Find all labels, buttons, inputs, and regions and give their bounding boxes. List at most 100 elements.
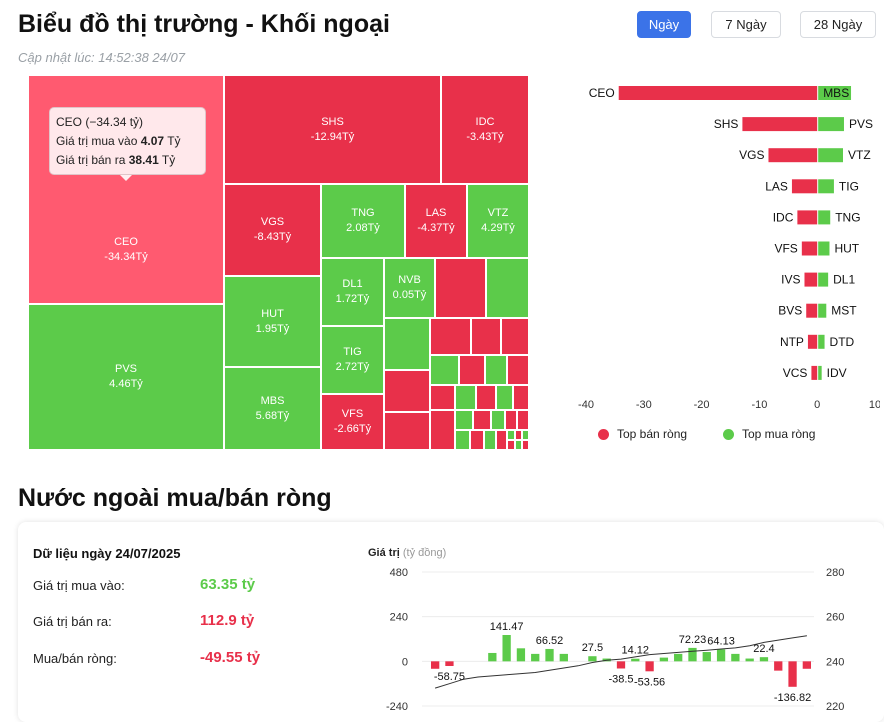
treemap-cell-nvb[interactable]: NVB 0.05Tỷ (384, 258, 435, 318)
buy-bar[interactable] (818, 117, 844, 132)
treemap-cell-vfs[interactable]: VFS -2.66Tỷ (321, 394, 384, 450)
sell-bar[interactable] (801, 241, 818, 256)
treemap-cell-pvs[interactable]: PVS 4.46Tỷ (28, 304, 224, 450)
treemap-cell-small[interactable] (491, 410, 505, 430)
treemap-cell-hut[interactable]: HUT 1.95Tỷ (224, 276, 321, 367)
treemap-cell-small[interactable] (507, 430, 515, 440)
net-bar[interactable] (688, 647, 697, 662)
treemap-cell-small[interactable] (384, 370, 430, 412)
treemap-cell-small[interactable] (455, 385, 476, 410)
treemap-cell-vgs[interactable]: VGS -8.43Tỷ (224, 184, 321, 276)
sell-bar[interactable] (807, 334, 818, 349)
legend-sell[interactable]: Top bán ròng (598, 427, 687, 441)
cell-value: 2.08Tỷ (346, 222, 380, 234)
net-bar[interactable] (659, 657, 669, 662)
net-bar[interactable] (731, 653, 740, 662)
period-7day-button[interactable]: 7 Ngày (711, 11, 781, 38)
treemap-cell-small[interactable] (513, 385, 529, 410)
buy-bar[interactable] (818, 365, 822, 380)
treemap-cell-tng[interactable]: TNG 2.08Tỷ (321, 184, 405, 258)
treemap-cell-small[interactable] (473, 410, 491, 430)
treemap-cell-small[interactable] (455, 410, 473, 430)
treemap-cell-small[interactable] (384, 318, 430, 370)
net-bar[interactable] (631, 658, 640, 662)
buy-bar[interactable] (818, 272, 829, 287)
treemap-cell-idc[interactable]: IDC -3.43Tỷ (441, 75, 529, 184)
net-bar[interactable] (588, 656, 597, 662)
treemap-cell-small[interactable] (430, 318, 471, 355)
treemap-cell-small[interactable] (430, 385, 455, 410)
net-bar[interactable] (645, 661, 654, 672)
treemap-cell-small[interactable] (430, 410, 455, 450)
net-bar[interactable] (488, 652, 497, 662)
treemap-cell-mbs[interactable]: MBS 5.68Tỷ (224, 367, 321, 450)
period-28day-button[interactable]: 28 Ngày (800, 11, 876, 38)
buy-bar[interactable] (818, 86, 852, 100)
net-bar[interactable] (616, 661, 626, 669)
legend-buy[interactable]: Top mua ròng (723, 427, 815, 441)
sell-value: 112.9 tỷ (200, 612, 255, 629)
net-bar[interactable] (516, 648, 526, 662)
net-bar[interactable] (674, 653, 683, 662)
tooltip-arrow (120, 175, 132, 181)
treemap-cell-tig[interactable]: TIG 2.72Tỷ (321, 326, 384, 394)
buy-bar[interactable] (818, 303, 827, 318)
index-line (434, 635, 807, 689)
bar-value-label: 72.23 (679, 634, 707, 646)
net-bar[interactable] (531, 653, 540, 662)
net-bar[interactable] (431, 661, 440, 669)
treemap-cell-vtz[interactable]: VTZ 4.29Tỷ (467, 184, 529, 258)
treemap-cell-small[interactable] (507, 355, 529, 385)
sell-bar[interactable] (742, 117, 818, 132)
treemap-cell-dl1[interactable]: DL1 1.72Tỷ (321, 258, 384, 326)
treemap-cell-small[interactable] (435, 258, 486, 318)
buy-bar[interactable] (818, 210, 831, 225)
buy-bar[interactable] (818, 334, 825, 349)
treemap-cell-small[interactable] (515, 440, 522, 450)
buy-bar[interactable] (818, 241, 830, 256)
sell-bar[interactable] (791, 179, 818, 194)
buy-ticker-label: MBS (823, 86, 849, 100)
net-bar[interactable] (716, 649, 726, 662)
treemap-cell-small[interactable] (522, 430, 529, 440)
sell-bar[interactable] (811, 365, 818, 380)
treemap-cell-small[interactable] (470, 430, 484, 450)
treemap-cell-small[interactable] (485, 355, 507, 385)
treemap-cell-small[interactable] (484, 430, 496, 450)
treemap-cell-small[interactable] (515, 430, 522, 440)
treemap-cell-small[interactable] (459, 355, 485, 385)
treemap-cell-small[interactable] (476, 385, 496, 410)
buy-bar[interactable] (818, 148, 843, 163)
net-bar[interactable] (502, 635, 511, 662)
treemap-cell-small[interactable] (496, 385, 513, 410)
treemap-cell-small[interactable] (517, 410, 529, 430)
treemap-cell-small[interactable] (505, 410, 517, 430)
net-bar[interactable] (445, 661, 454, 666)
sell-bar[interactable] (806, 303, 818, 318)
net-bar[interactable] (788, 661, 797, 687)
treemap-cell-small[interactable] (384, 412, 430, 450)
treemap-cell-small[interactable] (522, 440, 529, 450)
treemap-cell-small[interactable] (507, 440, 515, 450)
net-bar[interactable] (545, 648, 554, 662)
treemap-cell-small[interactable] (471, 318, 501, 355)
net-bar[interactable] (559, 653, 568, 662)
treemap-cell-small[interactable] (455, 430, 470, 450)
treemap-cell-las[interactable]: LAS -4.37Tỷ (405, 184, 467, 258)
sell-bar[interactable] (618, 86, 818, 100)
treemap-cell-shs[interactable]: SHS -12.94Tỷ (224, 75, 441, 184)
net-bar[interactable] (774, 661, 783, 671)
sell-bar[interactable] (768, 148, 818, 163)
treemap-cell-small[interactable] (486, 258, 529, 318)
sell-bar[interactable] (797, 210, 818, 225)
net-bar[interactable] (745, 658, 754, 662)
period-day-button[interactable]: Ngày (637, 11, 691, 38)
treemap-cell-small[interactable] (496, 430, 507, 450)
treemap-cell-small[interactable] (501, 318, 529, 355)
buy-bar[interactable] (818, 179, 834, 194)
sell-bar[interactable] (804, 272, 818, 287)
net-bar[interactable] (802, 661, 811, 669)
treemap-cell-small[interactable] (430, 355, 459, 385)
net-bar[interactable] (702, 652, 711, 662)
net-bar[interactable] (759, 657, 769, 662)
